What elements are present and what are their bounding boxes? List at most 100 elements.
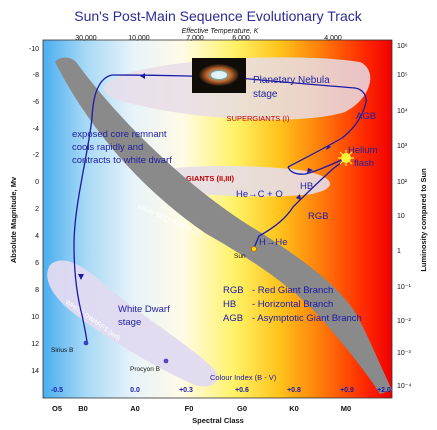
evolution-track (73, 74, 367, 343)
bottom-axis-ticks: O5 B0 A0 F0 G0 K0 M0 (52, 404, 351, 413)
giants-label: GIANTS (II,III) (186, 174, 234, 183)
planetary-nebula-label: Planetary Nebula (253, 75, 330, 86)
spectral-tick: A0 (130, 404, 140, 413)
sirius-b-label: Sirius B (51, 347, 73, 354)
core-remnant-label: cools rapidly and (72, 142, 143, 153)
h-to-he-label: H→He (259, 237, 288, 248)
left-tick: -4 (33, 126, 39, 133)
procyon-b-marker (163, 358, 169, 364)
spectral-tick: F0 (185, 404, 194, 413)
right-tick: 10⁻¹ (397, 284, 411, 291)
colour-index-tick: -0.5 (51, 387, 63, 394)
colour-index-label: Colour Index (B - V) (210, 373, 277, 382)
right-tick: 10² (397, 179, 408, 186)
left-tick: -10 (29, 46, 39, 53)
left-tick: 0 (35, 179, 39, 186)
right-tick: 10⁶ (397, 43, 408, 50)
left-tick: -2 (33, 152, 39, 159)
arrow-icon (78, 274, 84, 280)
arrow-icon (140, 73, 145, 79)
white-dwarf-stage-label: stage (118, 317, 141, 328)
right-tick: 10⁻² (397, 318, 411, 325)
spectral-tick: G0 (237, 404, 247, 413)
left-axis-label: Absolute Magnitude, Mv (9, 176, 18, 263)
right-tick: 10⁻³ (397, 350, 411, 357)
colour-index-tick: +0.9 (340, 387, 354, 394)
right-tick: 10 (397, 213, 405, 220)
procyon-b-label: Procyon B (130, 366, 160, 373)
track-agb (287, 87, 367, 168)
left-tick: 4 (35, 233, 39, 240)
core-remnant-label: exposed core remnant (72, 129, 167, 140)
helium-flash-icon (338, 150, 354, 166)
legend-desc: - Horizontal Branch (252, 299, 333, 310)
top-axis-label: Effective Temperature, K (182, 28, 259, 35)
colour-index-tick: +0.8 (287, 387, 301, 394)
top-tick: 4,000 (324, 35, 342, 42)
colour-index-ticks: -0.5 0.0 +0.3 +0.6 +0.8 +0.9 +2.0 (51, 387, 391, 394)
track-horizontal-branch (287, 157, 347, 175)
top-tick: 6,000 (232, 35, 250, 42)
left-tick: -8 (33, 72, 39, 79)
legend: RGB - Red Giant Branch HB - Horizontal B… (223, 285, 362, 324)
spectral-tick: O5 (52, 404, 62, 413)
track-planetary-nebula (111, 74, 356, 89)
he-to-c-label: He→C + O (236, 189, 283, 200)
planetary-nebula-image (192, 58, 246, 93)
top-tick: 10,000 (128, 35, 150, 42)
white-dwarf-stage-label: White Dwarf (118, 304, 170, 315)
right-axis-label: Luminosity compared to Sun (419, 168, 428, 272)
right-tick: 10⁴ (397, 108, 408, 115)
spectral-tick: B0 (78, 404, 88, 413)
track-arrows (78, 73, 331, 280)
spectral-tick: M0 (341, 404, 351, 413)
colour-index-tick: 0.0 (130, 387, 140, 394)
sirius-b-marker (83, 340, 89, 346)
left-tick: 12 (31, 341, 39, 348)
legend-desc: - Asymptotic Giant Branch (252, 313, 362, 324)
arrow-icon (307, 168, 313, 173)
right-tick: 10³ (397, 143, 408, 150)
left-tick: 8 (35, 287, 39, 294)
top-axis-ticks: 30,000 10,000 7,000 6,000 4,000 (75, 35, 342, 42)
arrow-icon (326, 145, 331, 150)
page-title: Sun's Post-Main Sequence Evolutionary Tr… (74, 8, 362, 24)
legend-abbr: AGB (223, 313, 243, 324)
main-sequence-band (55, 57, 392, 394)
core-remnant-label: contracts to white dwarf (72, 155, 172, 166)
track-core-remnant (73, 74, 113, 343)
left-tick: 10 (31, 314, 39, 321)
agb-label: AGB (356, 111, 376, 122)
track-annotations: Planetary Nebula stage AGB Helium flash … (72, 75, 378, 328)
bottom-axis-label: Spectral Class (192, 416, 244, 425)
legend-abbr: RGB (223, 285, 244, 296)
left-tick: 14 (31, 368, 39, 375)
arrow-icon (296, 194, 301, 200)
spectral-tick: K0 (289, 404, 299, 413)
rgb-label: RGB (308, 211, 329, 222)
colour-index-tick: +2.0 (377, 387, 391, 394)
left-axis-ticks: -10 -8 -6 -4 -2 0 2 4 6 8 10 12 14 (29, 46, 39, 375)
legend-desc: - Red Giant Branch (252, 285, 333, 296)
left-tick: -6 (33, 99, 39, 106)
right-tick: 10⁻⁴ (397, 383, 412, 390)
planetary-nebula-label: stage (253, 89, 278, 100)
helium-flash-label: flash (354, 158, 374, 169)
right-tick: 1 (397, 248, 401, 255)
colour-index-tick: +0.3 (179, 387, 193, 394)
hb-label: HB (300, 181, 313, 192)
supergiants-label: SUPERGIANTS (I) (227, 114, 290, 123)
sun-label: Sun (234, 253, 246, 260)
right-tick: 10⁵ (397, 72, 408, 79)
right-axis-ticks: 10⁶ 10⁵ 10⁴ 10³ 10² 10 1 10⁻¹ 10⁻² 10⁻³ … (397, 43, 412, 390)
top-tick: 30,000 (75, 35, 97, 42)
legend-abbr: HB (223, 299, 236, 310)
sun-marker (251, 246, 257, 252)
white-dwarfs-region (47, 260, 218, 387)
left-tick: 6 (35, 260, 39, 267)
colour-index-tick: +0.6 (235, 387, 249, 394)
left-tick: 2 (35, 206, 39, 213)
helium-flash-label: Helium (348, 145, 378, 156)
top-tick: 7,000 (186, 35, 204, 42)
